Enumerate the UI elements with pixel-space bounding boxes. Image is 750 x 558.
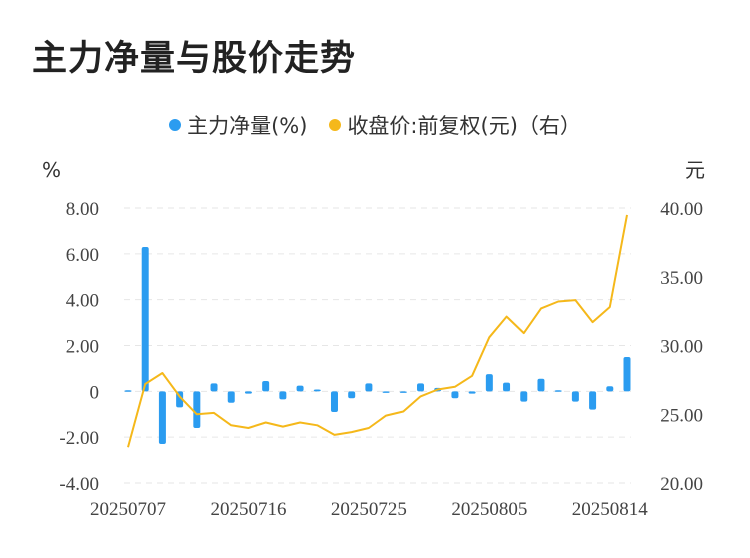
bar <box>554 390 562 392</box>
left-tick-label: 2.00 <box>66 337 99 358</box>
right-tick-label: 35.00 <box>660 268 703 289</box>
bar <box>382 391 390 393</box>
bar <box>244 391 252 394</box>
x-tick-label: 20250814 <box>572 499 649 520</box>
bar <box>503 382 511 392</box>
bar <box>451 391 459 399</box>
bar <box>623 356 631 392</box>
bar <box>399 391 407 393</box>
x-tick-label: 20250707 <box>90 499 166 520</box>
right-tick-label: 40.00 <box>660 199 703 220</box>
bar <box>485 374 493 392</box>
bar <box>365 383 373 392</box>
bar <box>313 389 321 392</box>
legend-dot-blue-icon <box>169 119 182 131</box>
left-tick-label: -4.00 <box>59 474 99 495</box>
bar <box>158 391 166 445</box>
legend-label-close-price: 收盘价:前复权(元)（右） <box>347 114 581 138</box>
bar <box>227 391 235 403</box>
bar <box>141 246 149 392</box>
left-tick-label: 8.00 <box>66 199 99 220</box>
left-unit-label: % <box>42 158 61 182</box>
bar <box>589 391 597 410</box>
legend-dot-orange-icon <box>329 119 342 131</box>
x-tick-label: 20250805 <box>451 499 527 520</box>
bar <box>537 378 545 392</box>
x-tick-label: 20250725 <box>331 499 407 520</box>
legend: 主力净量(%) 收盘价:前复权(元)（右） <box>0 110 750 140</box>
bar <box>262 381 270 392</box>
bar <box>520 391 528 402</box>
right-unit-label: 元 <box>685 158 705 182</box>
bar <box>348 391 356 399</box>
chart-title: 主力净量与股价走势 <box>32 39 357 79</box>
left-tick-label: 0 <box>90 382 100 403</box>
legend-item-close-price[interactable]: 收盘价:前复权(元)（右） <box>329 110 581 140</box>
bar <box>210 383 218 392</box>
bar <box>571 391 579 402</box>
bar <box>417 383 425 392</box>
price-line <box>127 214 628 448</box>
bar <box>606 386 614 392</box>
left-tick-label: -2.00 <box>59 428 99 449</box>
right-tick-label: 20.00 <box>660 474 703 495</box>
legend-label-net-volume: 主力净量(%) <box>187 114 308 138</box>
bar <box>124 390 132 392</box>
x-tick-label: 20250716 <box>210 499 286 520</box>
bar <box>468 391 476 394</box>
bar <box>296 385 304 392</box>
legend-item-net-volume[interactable]: 主力净量(%) <box>169 110 307 140</box>
right-tick-label: 30.00 <box>660 337 703 358</box>
bar <box>330 391 338 412</box>
left-tick-label: 6.00 <box>66 245 99 266</box>
bar <box>279 391 287 400</box>
bar <box>193 391 201 428</box>
right-tick-label: 25.00 <box>660 405 703 426</box>
left-tick-label: 4.00 <box>66 291 99 312</box>
